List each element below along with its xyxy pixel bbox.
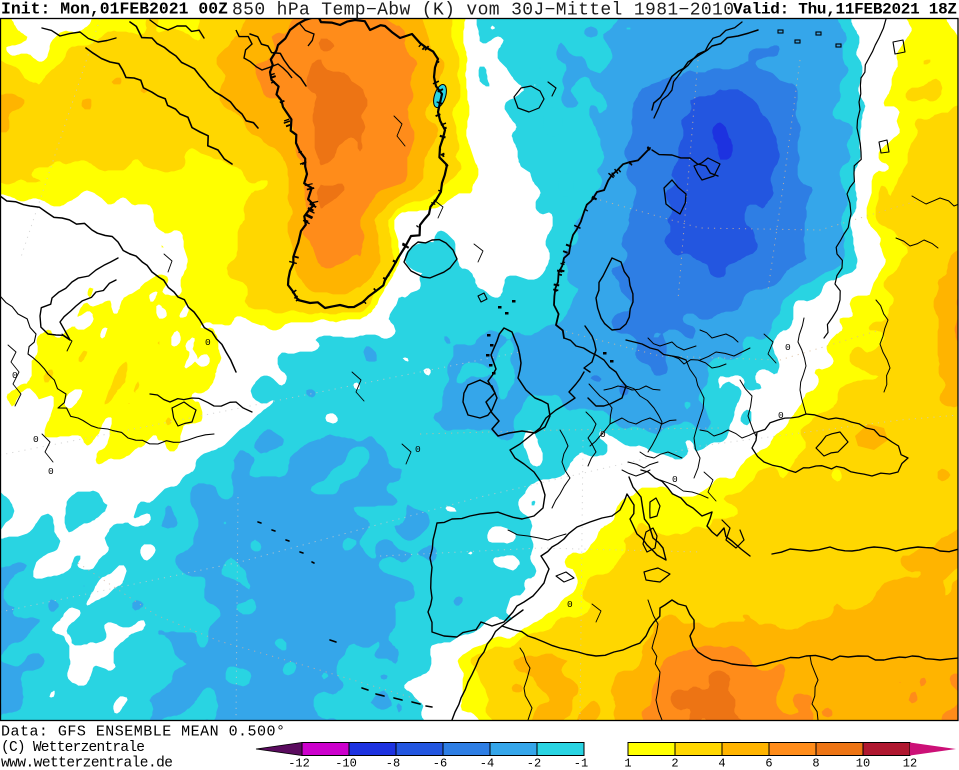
svg-text:(C) Wetterzentrale: (C) Wetterzentrale <box>1 740 145 756</box>
svg-text:-2: -2 <box>527 757 541 770</box>
svg-text:0: 0 <box>778 410 784 421</box>
svg-text:-10: -10 <box>335 757 357 770</box>
svg-text:Data: GFS ENSEMBLE MEAN 0.500°: Data: GFS ENSEMBLE MEAN 0.500° <box>1 724 285 741</box>
svg-text:0: 0 <box>12 370 18 381</box>
svg-text:12: 12 <box>903 757 917 770</box>
svg-text:0: 0 <box>48 466 54 477</box>
svg-text:1: 1 <box>624 757 631 770</box>
svg-text:850 hPa Temp−Abw (K) vom 30J−M: 850 hPa Temp−Abw (K) vom 30J−Mittel 1981… <box>232 1 734 21</box>
svg-text:0: 0 <box>33 434 39 445</box>
svg-text:4: 4 <box>718 757 725 770</box>
svg-text:2: 2 <box>671 757 678 770</box>
svg-text:Init: Mon,01FEB2021 00Z: Init: Mon,01FEB2021 00Z <box>1 0 228 19</box>
svg-text:8: 8 <box>812 757 819 770</box>
svg-text:Valid: Thu,11FEB2021 18Z: Valid: Thu,11FEB2021 18Z <box>733 1 957 19</box>
svg-text:0: 0 <box>785 342 791 353</box>
svg-text:-1: -1 <box>574 757 588 770</box>
svg-text:0: 0 <box>205 337 211 348</box>
svg-text:0: 0 <box>567 599 573 610</box>
svg-text:-12: -12 <box>288 757 310 770</box>
svg-text:0: 0 <box>415 444 421 455</box>
svg-text:0: 0 <box>672 474 678 485</box>
svg-text:0: 0 <box>600 429 606 440</box>
svg-text:-8: -8 <box>386 757 400 770</box>
svg-text:-4: -4 <box>480 757 494 770</box>
svg-text:-6: -6 <box>433 757 447 770</box>
svg-text:6: 6 <box>765 757 772 770</box>
svg-text:10: 10 <box>856 757 870 770</box>
svg-text:www.wetterzentrale.de: www.wetterzentrale.de <box>1 756 173 770</box>
